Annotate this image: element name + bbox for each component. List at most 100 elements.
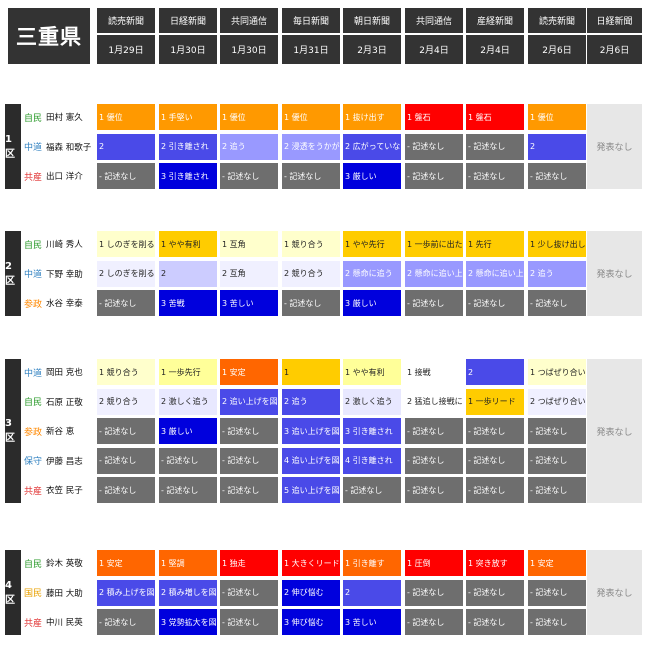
party-label: 中道 — [23, 143, 42, 153]
forecast-cell: 1 優位 — [220, 104, 278, 130]
party-label: 共産 — [23, 486, 42, 497]
party-label: 国民 — [23, 589, 42, 599]
forecast-cell: 2 追う — [220, 133, 278, 160]
forecast-cell: - 記述なし — [97, 609, 155, 635]
forecast-cell: 1 競り合う — [97, 359, 155, 385]
forecast-cell: - 記述なし — [466, 477, 524, 503]
forecast-cell: 1 やや有利 — [159, 231, 217, 257]
forecast-cell: - 記述なし — [405, 290, 463, 316]
column-header-date: 2月4日 — [466, 35, 524, 64]
forecast-cell: - 記述なし — [220, 609, 278, 635]
party-label: 自民 — [23, 559, 42, 570]
party-label: 自民 — [23, 240, 42, 251]
forecast-cell: - 記述なし — [528, 477, 586, 503]
column-header-date: 1月30日 — [220, 35, 278, 64]
column-header-paper: 毎日新聞 — [282, 8, 340, 33]
candidate-name: 中川 民英 — [46, 618, 83, 628]
forecast-cell: 3 厳しい — [343, 290, 401, 316]
forecast-cell: - 記述なし — [528, 290, 586, 316]
candidate-name: 出口 洋介 — [46, 172, 83, 182]
forecast-cell: 2 — [466, 359, 524, 385]
forecast-cell: - 記述なし — [220, 477, 278, 503]
forecast-cell: - 記述なし — [220, 163, 278, 189]
not-published-cell: 発表なし — [587, 550, 642, 635]
column-header-paper: 共同通信 — [220, 8, 278, 33]
forecast-cell: 1 一歩リード — [466, 388, 524, 415]
forecast-cell: 2 競り合う — [282, 260, 340, 287]
forecast-cell: 2 互角 — [220, 260, 278, 287]
party-label: 共産 — [23, 618, 42, 629]
candidate-name: 新谷 恵 — [46, 427, 75, 437]
forecast-cell: 3 引き離され — [159, 163, 217, 189]
forecast-cell: 3 苦戦 — [159, 290, 217, 316]
district-label: 4区 — [5, 550, 21, 635]
forecast-cell: 1 独走 — [220, 550, 278, 576]
forecast-cell: - 記述なし — [220, 418, 278, 444]
forecast-cell: 1 盤石 — [405, 104, 463, 130]
forecast-cell: - 記述なし — [528, 163, 586, 189]
party-label: 中道 — [23, 270, 42, 280]
forecast-cell: 3 厳しい — [343, 163, 401, 189]
forecast-cell: 3 厳しい — [159, 418, 217, 444]
forecast-cell: 2 追う — [282, 388, 340, 415]
district-label: 1区 — [5, 104, 21, 189]
forecast-cell: 1 競り合う — [282, 231, 340, 257]
forecast-cell: 2 しのぎを削る — [97, 260, 155, 287]
forecast-cell: 1 優位 — [282, 104, 340, 130]
column-header-date: 1月30日 — [159, 35, 217, 64]
candidate-name: 岡田 克也 — [46, 368, 83, 378]
forecast-cell: - 記述なし — [97, 418, 155, 444]
forecast-cell: 2 懸命に追う — [343, 260, 401, 287]
column-header-date: 1月29日 — [97, 35, 155, 64]
forecast-cell: - 記述なし — [405, 477, 463, 503]
forecast-cell: - 記述なし — [405, 447, 463, 474]
forecast-cell: 2 — [528, 133, 586, 160]
forecast-cell: 1 突き放す — [466, 550, 524, 576]
forecast-cell: 2 激しく追う — [343, 388, 401, 415]
forecast-cell: - 記述なし — [343, 477, 401, 503]
district-label: 3区 — [5, 359, 21, 503]
forecast-cell: - 記述なし — [528, 447, 586, 474]
forecast-cell: 1 接戦 — [405, 359, 463, 385]
forecast-cell: - 記述なし — [97, 447, 155, 474]
party-label: 自民 — [23, 398, 42, 408]
not-published-cell: 発表なし — [587, 104, 642, 189]
not-published-cell: 発表なし — [587, 359, 642, 503]
forecast-cell: - 記述なし — [159, 447, 217, 474]
prefecture-title: 三重県 — [8, 8, 90, 64]
forecast-cell: 1 安定 — [220, 359, 278, 385]
party-label: 保守 — [23, 457, 42, 467]
party-label: 中道 — [23, 368, 42, 379]
forecast-cell: 2 懸命に追い上げ — [405, 260, 463, 287]
forecast-cell: 2 競り合う — [97, 388, 155, 415]
forecast-cell: - 記述なし — [466, 418, 524, 444]
not-published-cell: 発表なし — [587, 231, 642, 316]
forecast-cell: 1 優位 — [97, 104, 155, 130]
candidate-name: 衣笠 民子 — [46, 486, 83, 496]
forecast-cell: - 記述なし — [466, 447, 524, 474]
forecast-cell: 4 追い上げを図る — [282, 447, 340, 474]
forecast-cell: - 記述なし — [528, 418, 586, 444]
forecast-cell: 2 つばぜり合い — [528, 388, 586, 415]
forecast-cell: 1 やや有利 — [343, 359, 401, 385]
forecast-cell: - 記述なし — [97, 477, 155, 503]
forecast-cell: 2 猛追し接戦に — [405, 388, 463, 415]
forecast-cell: 5 追い上げを図る — [282, 477, 340, 503]
forecast-cell: 1 先行 — [466, 231, 524, 257]
forecast-cell: - 記述なし — [405, 163, 463, 189]
forecast-cell: 2 追う — [528, 260, 586, 287]
forecast-cell: 3 苦しい — [343, 609, 401, 635]
column-header-paper: 日経新聞 — [587, 8, 642, 33]
forecast-cell: 2 積み上げを図う — [97, 579, 155, 606]
forecast-cell: 2 — [343, 579, 401, 606]
forecast-cell: - 記述なし — [97, 163, 155, 189]
forecast-cell: 4 引き離され — [343, 447, 401, 474]
forecast-cell: 1 圧倒 — [405, 550, 463, 576]
forecast-cell: - 記述なし — [282, 163, 340, 189]
forecast-cell: - 記述なし — [528, 609, 586, 635]
forecast-cell: - 記述なし — [220, 579, 278, 606]
forecast-cell: - 記述なし — [282, 290, 340, 316]
forecast-cell: 2 伸び悩む — [282, 579, 340, 606]
candidate-name: 伊藤 昌志 — [46, 456, 83, 467]
forecast-cell: 2 激しく追う — [159, 388, 217, 415]
